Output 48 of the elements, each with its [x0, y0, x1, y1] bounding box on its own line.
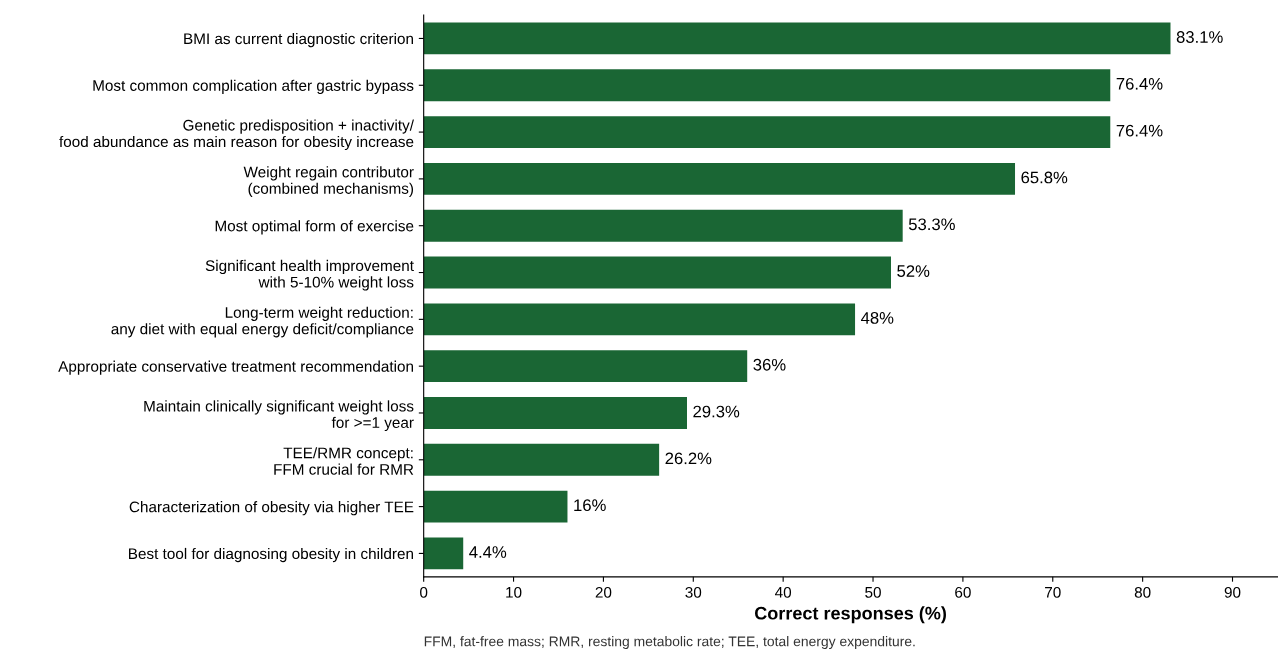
- y-tick-label: Best tool for diagnosing obesity in children: [129, 547, 413, 563]
- bar: [423, 209, 903, 242]
- data-label: 76.4%: [1116, 77, 1163, 90]
- x-tick-label: 50: [865, 586, 881, 598]
- x-tick-label: 30: [685, 586, 702, 598]
- data-label: 26.2%: [665, 452, 712, 465]
- y-tick-label: Most common complication after gastric bypass: [93, 79, 414, 94]
- bar: [423, 22, 1171, 55]
- x-tick-label: 70: [1045, 586, 1061, 598]
- x-tick-label: 60: [955, 586, 971, 598]
- data-label: 36%: [753, 358, 786, 371]
- y-tick-label: Significant health improvement with 5-10% weight loss: [205, 259, 414, 291]
- data-label: 65.8%: [1021, 171, 1068, 184]
- y-tick-label: Weight regain contributor (combined mechanisms): [243, 166, 414, 197]
- y-tick-label: Appropriate conservative treatment recommendation: [58, 360, 413, 375]
- bar: [423, 537, 464, 570]
- x-tick-label: 10: [506, 586, 522, 598]
- bar: [423, 256, 891, 289]
- data-label: 53.3%: [908, 218, 955, 231]
- text: FFM, fat-free mass; RMR, resting metabolic rate; TEE, total energy expenditure.: [424, 636, 915, 650]
- bar: [423, 350, 748, 383]
- x-tick-label: 90: [1224, 586, 1241, 598]
- data-label: 48%: [860, 312, 894, 324]
- y-tick-label: Long-term weight reduction: any diet with equal energy deficit/compliance: [111, 306, 414, 338]
- x-tick-label: 0: [420, 586, 428, 598]
- y-tick-label: Characterization of obesity via higher TEE: [129, 501, 414, 516]
- bar: [423, 116, 1111, 148]
- x-axis-title: Correct responses (%): [754, 606, 946, 624]
- y-tick-label: TEE/RMR concept: FFM crucial for RMR: [274, 447, 414, 475]
- y-tick-label: BMI as current diagnostic criterion: [184, 32, 413, 48]
- bar: [423, 162, 1016, 195]
- y-tick-label: Maintain clinically significant weight loss for >=1 year: [144, 400, 414, 432]
- bar: [423, 303, 856, 336]
- x-tick-label: 80: [1134, 586, 1151, 598]
- data-label: 16%: [574, 499, 606, 512]
- bar: [423, 443, 660, 476]
- data-label: 52%: [897, 265, 930, 277]
- bar: [423, 69, 1111, 102]
- data-label: 76.4%: [1116, 124, 1163, 137]
- data-label: 29.3%: [693, 405, 740, 418]
- y-tick-label: Genetic predisposition + inactivity/ food abundance as main reason for obesity increase: [59, 119, 414, 151]
- x-tick-label: 20: [595, 586, 612, 598]
- bar: [423, 397, 687, 429]
- x-tick-label: 40: [775, 586, 792, 598]
- y-tick-label: Most optimal form of exercise: [215, 220, 414, 235]
- bar: [423, 490, 568, 523]
- data-label: 83.1%: [1176, 31, 1223, 43]
- data-label: 4.4%: [469, 546, 507, 558]
